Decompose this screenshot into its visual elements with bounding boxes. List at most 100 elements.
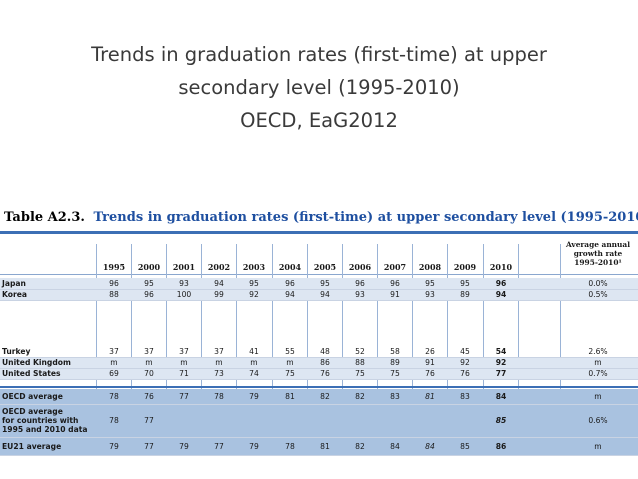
column-divider [412,244,413,456]
table-cell: 96 [109,279,119,288]
table-cell [238,404,270,437]
table-row: United States 69 70 71 73 74 75 76 75 75 76 76 77 0.7… [0,368,638,379]
table-cell: 52 [355,347,365,356]
table-cell: 79 [249,392,259,401]
table-row: Japan 96 95 93 94 95 96 95 96 96 95 95 96 0.0% [0,278,638,289]
table-cell: 83 [460,392,470,401]
table-cell: 95 [320,279,330,288]
year-header-2004: 2004 [278,262,302,272]
growth-rate-cell: 0.5% [588,290,608,299]
column-divider [201,244,202,456]
table-cell: 70 [144,369,154,378]
table-cell: m [180,358,188,367]
table-cell: 93 [355,290,365,299]
table-cell [309,404,341,437]
row-label-line: EU21 average [2,441,62,451]
table-caption: Trends in graduation rates (first-time) … [93,210,638,225]
year-header-2003: 2003 [242,262,266,272]
column-divider [131,244,132,456]
table-cell: m [215,358,223,367]
table-cell: 82 [320,392,330,401]
table-cell: 73 [214,369,224,378]
table-cell: 89 [460,290,470,299]
table-cell: 26 [425,347,435,356]
table-cell: 75 [355,369,365,378]
table-cell: 96 [390,279,400,288]
column-divider [342,244,343,456]
table-cell: 95 [425,279,435,288]
growth-rate-header: Average annual growth rate 1995-2010¹ [560,240,636,267]
table-cell: 94 [320,290,330,299]
column-divider [236,244,237,456]
table-cell: 94 [285,290,295,299]
slide-title-line-1: Trends in graduation rates (first-time) … [91,43,547,66]
table-cell: 84 [390,441,400,451]
table-cell: 94 [214,279,224,288]
table-cell: 79 [179,441,189,451]
row-separator [0,357,638,358]
slide-title-line-3: OECD, EaG2012 [240,109,398,132]
table-cell: 48 [320,347,330,356]
row-label-line: Turkey [2,347,31,356]
year-header-2006: 2006 [348,262,372,272]
row-label-line: Japan [2,279,26,288]
table-cell: 78 [285,441,295,451]
table-cell: 96 [144,290,154,299]
table-cell: 54 [495,347,507,356]
table-cell: 82 [355,441,365,451]
table-cell: 96 [285,279,295,288]
table-cell: 78 [109,416,119,425]
row-label-line: United Kingdom [2,358,71,367]
table-cell: 71 [179,369,189,378]
slide-title-line-2: secondary level (1995-2010) [178,76,460,99]
table-row: Turkey 37 37 37 37 41 55 48 52 58 26 45 54 2.6% [0,346,638,357]
table-cell: 81 [285,392,295,401]
table-cell: 91 [390,290,400,299]
row-separator [0,437,638,438]
year-header-2009: 2009 [453,262,477,272]
table-cell: 69 [109,369,119,378]
table-cell: 45 [460,347,470,356]
table-cell: 92 [495,358,507,367]
growth-rate-cell: m [594,358,602,367]
growth-rate-cell: 0.0% [588,279,608,288]
table-cell [344,404,376,437]
table-cell: 75 [390,369,400,378]
table-cell: 37 [144,347,154,356]
table-cell: 88 [109,290,119,299]
table-cell: 55 [285,347,295,356]
table-cell: 83 [390,392,400,401]
table-cell: 77 [144,416,154,425]
year-header-2008: 2008 [418,262,442,272]
year-header-2002: 2002 [207,262,231,272]
row-label: Japan [2,278,26,289]
table-cell [449,404,481,437]
table-cell: 81 [425,392,435,401]
table-cell: 37 [214,347,224,356]
table-cell: 93 [425,290,435,299]
table-cell: 74 [249,369,259,378]
column-divider [560,244,561,456]
header-rule [0,274,638,275]
growth-rate-cell: 0.7% [588,369,608,378]
table-cell: 84 [425,441,435,451]
column-divider [377,244,378,456]
row-label: United Kingdom [2,357,71,368]
table-cell: 86 [320,358,330,367]
year-header-2000: 2000 [137,262,161,272]
year-header-1995: 1995 [102,262,126,272]
table-cell: 92 [249,290,259,299]
table-row: OECD average for countries with 1995 and 2… [0,404,638,437]
table-top-rule [0,231,638,234]
year-header-2005: 2005 [313,262,337,272]
slide-title: Trends in graduation rates (first-time) … [0,38,638,137]
table-row: OECD average 78 76 77 78 79 81 82 82 83 81 83 84 m [0,389,638,404]
table-title: Table A2.3. Trends in graduation rates (… [4,210,638,225]
row-label-line: OECD average [2,392,63,401]
table-row: Korea 88 96 100 99 92 94 94 93 91 93 89 94 0.5% [0,289,638,300]
table-cell: 77 [214,441,224,451]
row-separator [0,300,638,301]
table-cell: m [286,358,294,367]
row-separator [0,289,638,290]
table-cell [168,404,200,437]
